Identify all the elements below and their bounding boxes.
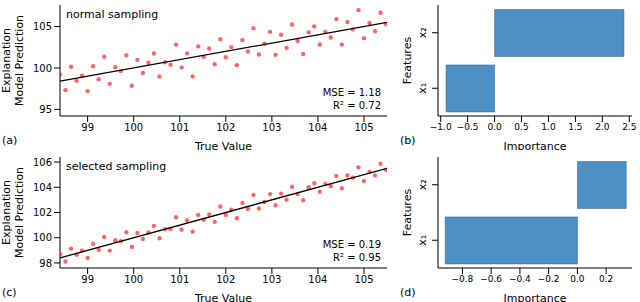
- svg-text:104: 104: [308, 274, 327, 285]
- svg-text:100: 100: [124, 122, 143, 133]
- html-text:(d): (d): [400, 286, 416, 299]
- svg-text:105: 105: [354, 274, 373, 285]
- html-text:MSE = 1.18: MSE = 1.18: [322, 87, 381, 98]
- svg-text:95: 95: [39, 104, 52, 115]
- html-text:(b): (b): [400, 134, 416, 147]
- svg-text:102: 102: [216, 274, 235, 285]
- svg-text:100: 100: [33, 232, 52, 243]
- svg-text:0.5: 0.5: [514, 122, 528, 132]
- svg-text:x₁: x₁: [416, 83, 429, 94]
- svg-text:Importance: Importance: [503, 292, 566, 302]
- svg-text:Importance: Importance: [503, 140, 566, 150]
- html-text:R² = 0.72: R² = 0.72: [333, 100, 381, 111]
- svg-text:x₂: x₂: [416, 27, 429, 38]
- html-text:(a): (a): [2, 134, 18, 147]
- svg-text:−0.2: −0.2: [538, 274, 560, 284]
- svg-text:98: 98: [39, 258, 52, 269]
- svg-text:0.0: 0.0: [570, 274, 585, 284]
- svg-text:102: 102: [33, 207, 52, 218]
- svg-text:104: 104: [308, 122, 327, 133]
- svg-text:2.5: 2.5: [622, 122, 632, 132]
- svg-text:Features: Features: [401, 189, 414, 237]
- svg-text:−0.4: −0.4: [509, 274, 531, 284]
- html-text:R² = 0.95: R² = 0.95: [333, 252, 381, 263]
- svg-text:105: 105: [354, 122, 373, 133]
- svg-text:−1.0: −1.0: [430, 122, 452, 132]
- svg-text:102: 102: [216, 122, 235, 133]
- svg-text:101: 101: [170, 122, 189, 133]
- svg-text:Model Prediction: Model Prediction: [13, 15, 26, 106]
- svg-text:True Value: True Value: [194, 292, 252, 302]
- svg-text:2.0: 2.0: [595, 122, 610, 132]
- svg-text:−0.8: −0.8: [451, 274, 473, 284]
- svg-text:103: 103: [262, 122, 281, 133]
- svg-text:105: 105: [33, 21, 52, 32]
- svg-text:x₁: x₁: [416, 235, 429, 246]
- svg-text:−0.6: −0.6: [480, 274, 502, 284]
- html-text:normal sampling: normal sampling: [66, 8, 159, 21]
- svg-text:Model Prediction: Model Prediction: [13, 167, 26, 258]
- svg-text:1.5: 1.5: [568, 122, 582, 132]
- html-text:(c): (c): [2, 286, 17, 299]
- svg-text:103: 103: [262, 274, 281, 285]
- svg-text:100: 100: [33, 63, 52, 74]
- svg-text:101: 101: [170, 274, 189, 285]
- svg-text:99: 99: [81, 274, 94, 285]
- svg-text:100: 100: [124, 274, 143, 285]
- svg-text:104: 104: [33, 182, 52, 193]
- svg-text:99: 99: [81, 122, 94, 133]
- svg-text:106: 106: [33, 157, 52, 168]
- html-text:selected sampling: selected sampling: [66, 160, 167, 173]
- svg-text:Features: Features: [401, 37, 414, 85]
- svg-text:0.0: 0.0: [487, 122, 502, 132]
- svg-text:True Value: True Value: [194, 140, 252, 150]
- svg-text:x₂: x₂: [416, 179, 429, 190]
- svg-text:1.0: 1.0: [541, 122, 556, 132]
- html-text:MSE = 0.19: MSE = 0.19: [322, 239, 381, 250]
- svg-text:0.2: 0.2: [599, 274, 613, 284]
- svg-text:−0.5: −0.5: [457, 122, 479, 132]
